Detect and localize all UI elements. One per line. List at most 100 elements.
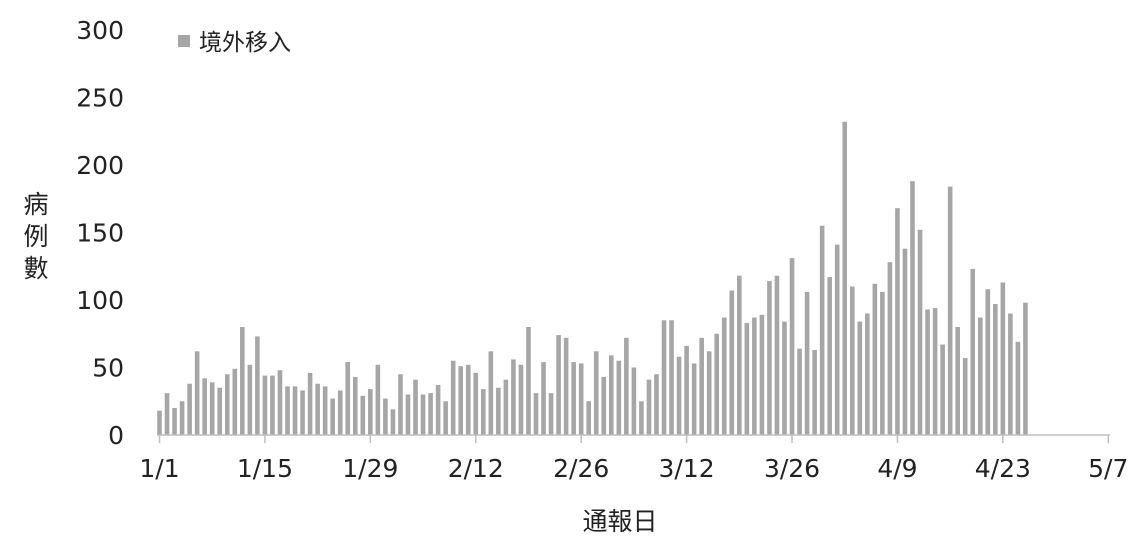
- bar: [232, 368, 238, 435]
- x-tick-label: 4/9: [877, 454, 917, 483]
- bar: [179, 401, 185, 435]
- y-axis-title-char: 例: [23, 222, 48, 251]
- bar: [676, 356, 682, 435]
- bar: [1008, 313, 1013, 435]
- bar: [224, 374, 230, 435]
- bar: [714, 333, 720, 435]
- bar: [307, 372, 313, 435]
- bar: [480, 389, 486, 435]
- bar: [601, 376, 607, 435]
- bar: [699, 337, 704, 435]
- bar: [518, 364, 524, 435]
- bar: [782, 321, 787, 435]
- x-tick-label: 2/12: [448, 454, 504, 483]
- bar: [593, 351, 599, 435]
- bar: [458, 366, 463, 435]
- bar: [910, 181, 915, 435]
- bar: [413, 379, 418, 435]
- bar: [503, 379, 509, 435]
- bar: [661, 320, 667, 435]
- y-tick-label: 300: [76, 16, 124, 45]
- bar: [563, 337, 569, 435]
- y-tick-label: 50: [92, 354, 124, 383]
- bar: [315, 383, 320, 435]
- bar: [240, 327, 245, 435]
- bar: [819, 225, 825, 435]
- x-axis-title: 通報日: [582, 507, 657, 536]
- bar: [496, 387, 501, 435]
- bar: [616, 360, 622, 435]
- bar: [639, 401, 644, 435]
- bar: [255, 336, 260, 435]
- bar: [947, 186, 953, 435]
- bar: [925, 309, 930, 435]
- bar: [157, 410, 162, 435]
- bar: [985, 289, 991, 435]
- bar: [977, 317, 983, 435]
- bar: [865, 313, 870, 435]
- bar: [202, 378, 207, 435]
- bar: [902, 248, 908, 435]
- bar: [405, 394, 411, 435]
- bar: [834, 244, 840, 435]
- bar: [270, 375, 275, 435]
- bar: [511, 359, 516, 435]
- y-tick-label: 150: [76, 219, 124, 248]
- x-tick-label: 3/12: [659, 454, 715, 483]
- bar: [774, 275, 780, 435]
- bar: [932, 308, 938, 435]
- bar: [684, 345, 689, 435]
- bar: [571, 362, 576, 435]
- bar: [420, 394, 426, 435]
- x-tick-label: 1/1: [139, 454, 179, 483]
- bar: [849, 286, 855, 435]
- x-tick-label: 3/26: [764, 454, 820, 483]
- y-tick-label: 100: [76, 286, 124, 315]
- legend: 境外移入: [178, 30, 291, 56]
- bar: [737, 275, 742, 435]
- x-axis: 1/1 1/15 1/29 2/12 2/26 3/12 3/26 4/9 4/23 5/7: [139, 434, 1128, 483]
- bar: [247, 364, 253, 435]
- bar: [789, 258, 795, 435]
- bar: [526, 327, 531, 435]
- bar: [586, 401, 592, 435]
- bars-group: [157, 121, 1028, 436]
- bar: [578, 363, 584, 435]
- bar: [624, 337, 629, 435]
- y-tick-label: 250: [76, 84, 124, 113]
- y-axis-title-char: 數: [23, 254, 48, 283]
- bar: [277, 370, 283, 435]
- bar: [706, 351, 712, 435]
- bar: [322, 386, 328, 435]
- legend-label: 境外移入: [199, 30, 291, 56]
- bar: [993, 304, 998, 435]
- x-tick-label: 2/26: [553, 454, 609, 483]
- bar: [842, 121, 848, 436]
- bar: [398, 374, 403, 435]
- bar: [857, 321, 863, 435]
- bar: [548, 393, 554, 435]
- bar: [812, 349, 817, 435]
- bar: [729, 290, 735, 435]
- x-tick-label: 5/7: [1088, 454, 1128, 483]
- bar: [383, 398, 388, 435]
- bar: [368, 389, 373, 435]
- bar: [300, 390, 305, 435]
- bar: [465, 364, 471, 435]
- bar: [533, 393, 539, 435]
- bar: [375, 364, 381, 435]
- bar: [187, 383, 192, 435]
- x-tick-label: 4/23: [975, 454, 1031, 483]
- legend-swatch: [178, 35, 190, 47]
- bar: [337, 390, 343, 435]
- bar: [164, 393, 170, 435]
- y-axis-title: 病例數: [23, 190, 48, 283]
- bar: [609, 355, 614, 435]
- bar: [352, 376, 358, 435]
- bar: [631, 367, 637, 435]
- bar: [556, 335, 561, 435]
- bar: [752, 317, 757, 435]
- bar: [330, 398, 335, 435]
